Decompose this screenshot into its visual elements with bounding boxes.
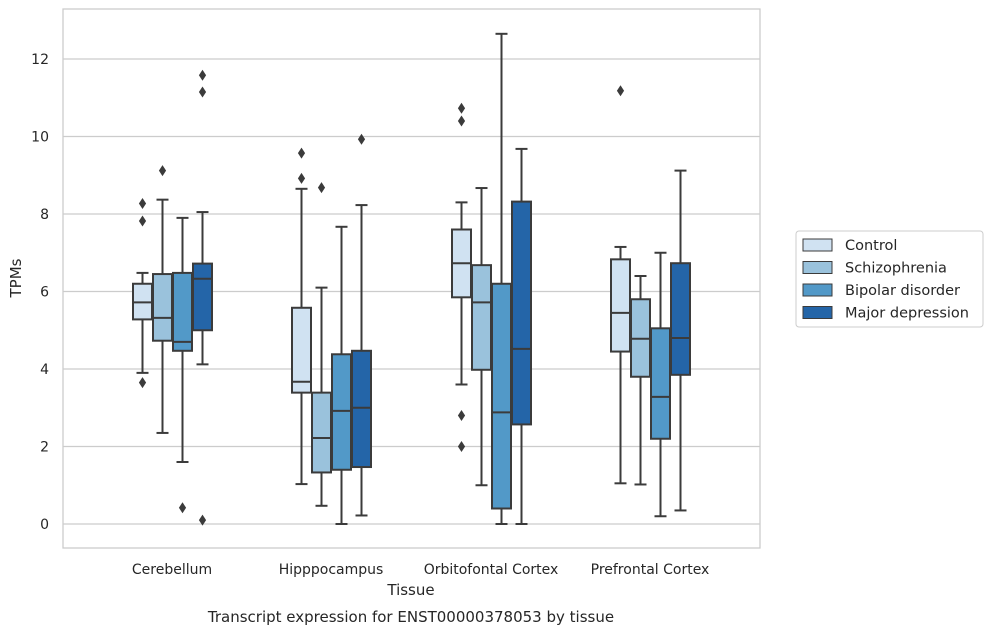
outlier-point (457, 441, 466, 452)
legend-label: Major depression (845, 306, 969, 322)
y-tick-label: 10 (31, 130, 49, 146)
outlier-point (317, 182, 326, 194)
box-bipolar-disorder (491, 32, 512, 525)
box-iqr (491, 282, 512, 510)
x-axis-ticks: Cerebellum Hipppocampus Orbitofontal Corte… (132, 562, 709, 578)
y-tick-label: 8 (40, 207, 49, 223)
plot-frame (62, 8, 761, 549)
box-iqr (192, 262, 213, 332)
y-tick-label: 6 (40, 285, 49, 301)
outlier-point (297, 172, 306, 184)
outlier-point (198, 514, 207, 526)
box-iqr (311, 391, 332, 474)
box-iqr (152, 273, 173, 342)
box-iqr (511, 200, 532, 426)
box-bipolar-disorder (650, 251, 671, 518)
box-iqr (291, 306, 312, 394)
box-groups (132, 32, 691, 526)
legend-frame (795, 230, 984, 328)
box-iqr (610, 258, 631, 353)
outlier-point (457, 410, 466, 421)
outlier-point (138, 198, 147, 210)
box-iqr (351, 349, 372, 469)
outlier-point (198, 86, 207, 98)
y-tick-label: 12 (31, 52, 49, 68)
box-control (291, 147, 312, 486)
legend-label: Schizophrenia (845, 261, 947, 277)
x-axis-title: Tissue (386, 581, 434, 599)
box-control (610, 85, 631, 485)
outlier-point (457, 102, 466, 114)
x-tick-label: Orbitofontal Cortex (424, 562, 559, 578)
chart-title: Transcript expression for ENST0000037805… (207, 608, 614, 626)
outlier-point (457, 115, 466, 127)
outlier-point (138, 215, 147, 227)
outlier-point (158, 165, 167, 177)
legend-label: Bipolar disorder (845, 283, 960, 299)
legend: Control Schizophrenia Bipolar disorder Majo… (795, 230, 984, 328)
outlier-point (138, 377, 147, 389)
outlier-point (357, 133, 366, 145)
outlier-point (178, 502, 187, 514)
y-tick-label: 4 (40, 362, 49, 378)
box-control (132, 198, 153, 389)
legend-swatch (802, 238, 833, 252)
y-axis-title: TPMs (7, 258, 25, 298)
legend-swatch (802, 306, 833, 319)
box-iqr (471, 264, 492, 371)
outlier-point (297, 147, 306, 159)
box-iqr (331, 353, 352, 471)
outlier-point (616, 85, 625, 97)
legend-swatch (802, 283, 833, 297)
x-tick-label: Hipppocampus (279, 562, 384, 578)
y-tick-label: 0 (40, 517, 49, 533)
box-control (451, 102, 472, 452)
box-major-depression (670, 169, 691, 512)
box-major-depression (511, 147, 532, 525)
box-iqr (172, 271, 193, 352)
x-tick-label: Prefrontal Cortex (591, 562, 710, 578)
box-bipolar-disorder (172, 216, 193, 514)
outlier-point (198, 69, 207, 81)
box-iqr (670, 262, 691, 376)
box-bipolar-disorder (331, 225, 352, 525)
box-major-depression (192, 69, 213, 526)
y-axis-ticks: 0 2 4 6 8 10 12 (31, 52, 49, 533)
box-major-depression (351, 133, 372, 517)
legend-label: Control (845, 238, 897, 254)
box-iqr (650, 327, 671, 440)
x-tick-label: Cerebellum (132, 562, 212, 578)
y-tick-label: 2 (40, 440, 49, 456)
legend-swatch (802, 261, 833, 274)
